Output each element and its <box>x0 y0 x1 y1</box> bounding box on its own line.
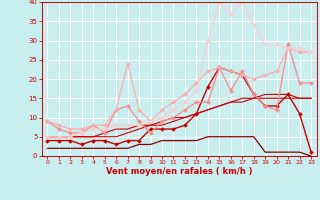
X-axis label: Vent moyen/en rafales ( km/h ): Vent moyen/en rafales ( km/h ) <box>106 167 252 176</box>
